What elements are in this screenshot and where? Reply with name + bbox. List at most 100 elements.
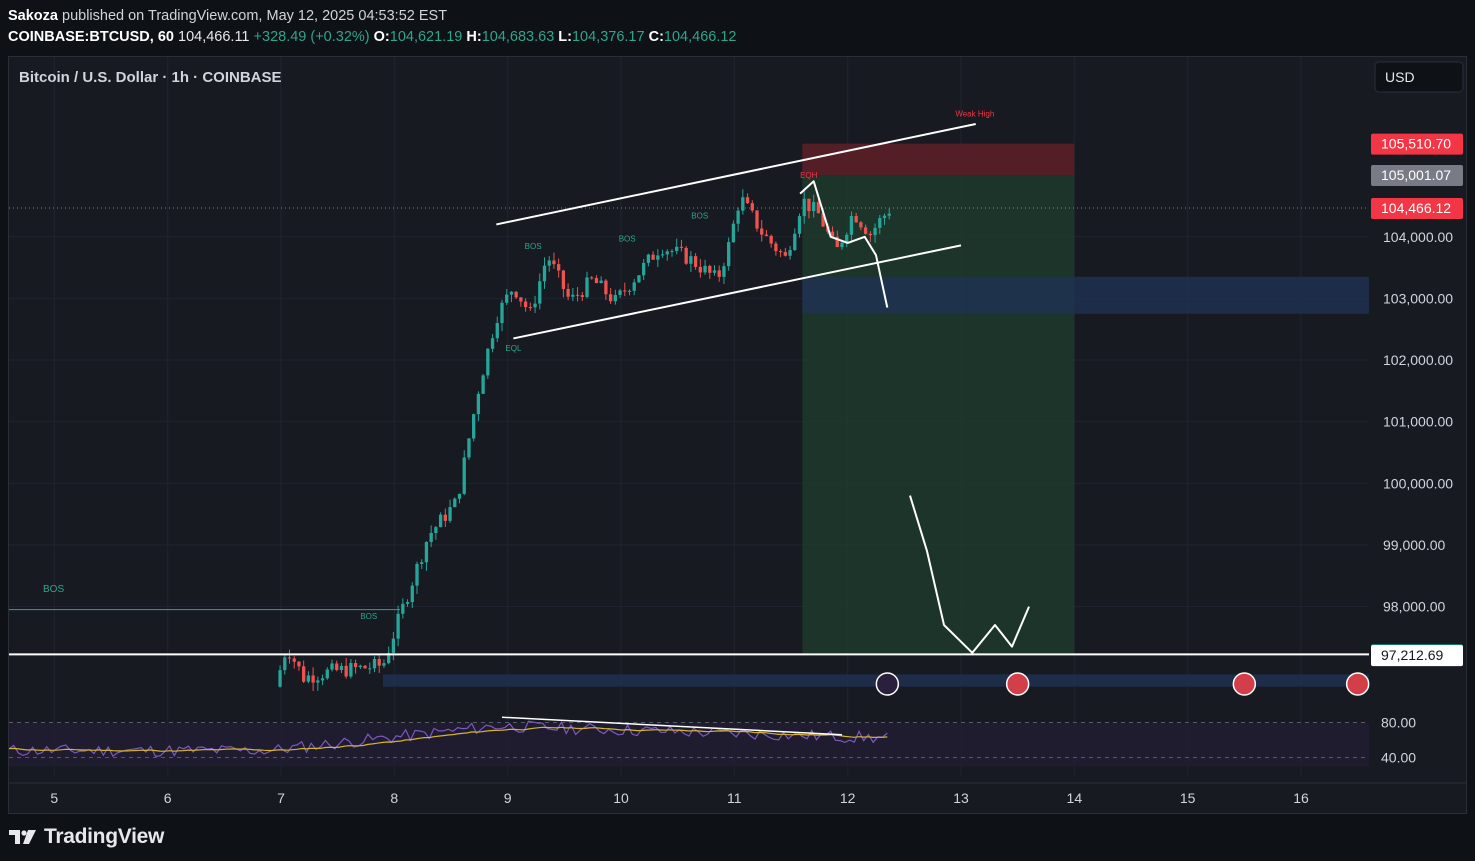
candle-down bbox=[377, 658, 381, 666]
demand-zone bbox=[802, 276, 1369, 314]
time-tick-label: 11 bbox=[727, 790, 742, 806]
chart-svg[interactable]: BOS BOS BOS BOS BOS EQL EQH Weak High 80.00 40.0… bbox=[8, 57, 1466, 813]
price-tag-label: 105,510.70 bbox=[1381, 136, 1451, 152]
candle-up bbox=[665, 251, 669, 255]
candle-up bbox=[283, 657, 287, 671]
candle-down bbox=[764, 234, 769, 236]
chart-label: Weak High bbox=[955, 110, 994, 119]
candle-up bbox=[358, 665, 362, 668]
candle-up bbox=[490, 338, 495, 349]
candle-up bbox=[712, 270, 717, 273]
candle-up bbox=[646, 254, 651, 263]
candle-down bbox=[863, 227, 868, 234]
candle-down bbox=[807, 198, 811, 212]
time-tick-label: 10 bbox=[613, 790, 629, 806]
time-tick-label: 12 bbox=[840, 790, 856, 806]
time-tick-label: 15 bbox=[1180, 790, 1196, 806]
candle-up bbox=[887, 213, 891, 216]
candle-up bbox=[627, 290, 632, 292]
candle-down bbox=[854, 216, 858, 223]
price-tag: 105,001.07 bbox=[1371, 165, 1463, 187]
candle-down bbox=[684, 247, 688, 264]
last-price: 104,466.11 bbox=[178, 29, 250, 45]
candle-up bbox=[434, 527, 438, 533]
candle-down bbox=[590, 277, 594, 279]
candle-up bbox=[481, 375, 485, 394]
price-axis: 104,000.00 103,000.00 102,000.00 101,000.00… bbox=[1371, 133, 1463, 667]
time-tick-label: 13 bbox=[953, 790, 969, 806]
projection-path-2 bbox=[909, 495, 1030, 654]
candle-up bbox=[637, 275, 641, 283]
time-tick-label: 6 bbox=[164, 790, 172, 806]
price-tag-bg bbox=[1371, 133, 1463, 155]
candle-down bbox=[353, 663, 358, 668]
candle-down bbox=[514, 291, 518, 298]
price-tag: 104,466.12 bbox=[1371, 198, 1463, 220]
chart-area[interactable]: BOS BOS BOS BOS BOS EQL EQH Weak High 80.00 40.0… bbox=[8, 56, 1467, 814]
candle-down bbox=[287, 657, 292, 659]
candle-up bbox=[538, 281, 542, 304]
price-tag: 97,212.69 bbox=[1371, 645, 1463, 667]
candle-down bbox=[830, 231, 835, 237]
chart-label: BOS bbox=[619, 235, 636, 244]
candle-down bbox=[557, 264, 561, 271]
lightning-icon bbox=[875, 672, 900, 696]
candle-up bbox=[788, 250, 792, 256]
candle-up bbox=[495, 323, 499, 339]
channel-upper-line bbox=[496, 122, 976, 226]
candle-up bbox=[849, 216, 854, 235]
candle-up bbox=[882, 215, 887, 219]
candle-up bbox=[486, 348, 490, 376]
candle-up bbox=[387, 652, 391, 664]
grid-lines bbox=[9, 57, 1369, 775]
candle-up bbox=[660, 254, 665, 256]
candle-down bbox=[717, 270, 721, 277]
drawings: BOS BOS BOS BOS BOS EQL EQH Weak High bbox=[9, 110, 1370, 696]
candle-up bbox=[457, 493, 462, 499]
candle-down bbox=[344, 665, 348, 677]
candle-up bbox=[330, 663, 334, 670]
candle-down bbox=[443, 514, 447, 521]
author-name[interactable]: Sakoza bbox=[8, 8, 58, 24]
candle-up bbox=[675, 246, 679, 252]
position-zones bbox=[383, 143, 1369, 687]
price-tag-bg bbox=[1371, 165, 1463, 187]
chart-label: EQL bbox=[505, 344, 522, 353]
time-tick-label: 8 bbox=[390, 790, 398, 806]
time-tick-label: 9 bbox=[504, 790, 512, 806]
candle-down bbox=[297, 661, 301, 667]
candle-down bbox=[604, 280, 608, 295]
candle-down bbox=[774, 243, 778, 252]
candle-down bbox=[575, 294, 580, 296]
high-value: 104,683.63 bbox=[481, 29, 555, 45]
price-tag-label: 105,001.07 bbox=[1381, 167, 1451, 183]
channel-lower-line bbox=[513, 244, 962, 340]
candle-up bbox=[802, 198, 806, 217]
price-tag-bg bbox=[1371, 198, 1463, 220]
time-tick-label: 14 bbox=[1067, 790, 1083, 806]
price-tick-label: 98,000.00 bbox=[1383, 599, 1445, 615]
candle-up bbox=[410, 585, 414, 603]
candle-up bbox=[613, 294, 617, 302]
candle-up bbox=[325, 669, 329, 679]
candle-up bbox=[731, 223, 736, 243]
time-tick-label: 16 bbox=[1293, 790, 1309, 806]
candle-down bbox=[859, 222, 863, 228]
projection-path-1 bbox=[799, 180, 889, 308]
price-tick-label: 101,000.00 bbox=[1383, 414, 1453, 430]
candle-up bbox=[533, 303, 537, 308]
tradingview-logo-icon bbox=[9, 830, 36, 844]
candle-up bbox=[391, 638, 396, 653]
currency-button[interactable]: USD bbox=[1374, 61, 1464, 93]
target-zone bbox=[802, 175, 1075, 655]
candle-up bbox=[368, 668, 372, 670]
close-value: 104,466.12 bbox=[663, 29, 737, 45]
candle-up bbox=[278, 670, 282, 687]
candle-up bbox=[703, 265, 707, 273]
candle-down bbox=[693, 256, 698, 267]
candle-up bbox=[632, 282, 636, 291]
candle-up bbox=[316, 680, 320, 683]
currency-label[interactable]: USD bbox=[1385, 69, 1415, 85]
rsi-divergence-line bbox=[501, 716, 843, 736]
price-tick-label: 102,000.00 bbox=[1383, 352, 1453, 368]
